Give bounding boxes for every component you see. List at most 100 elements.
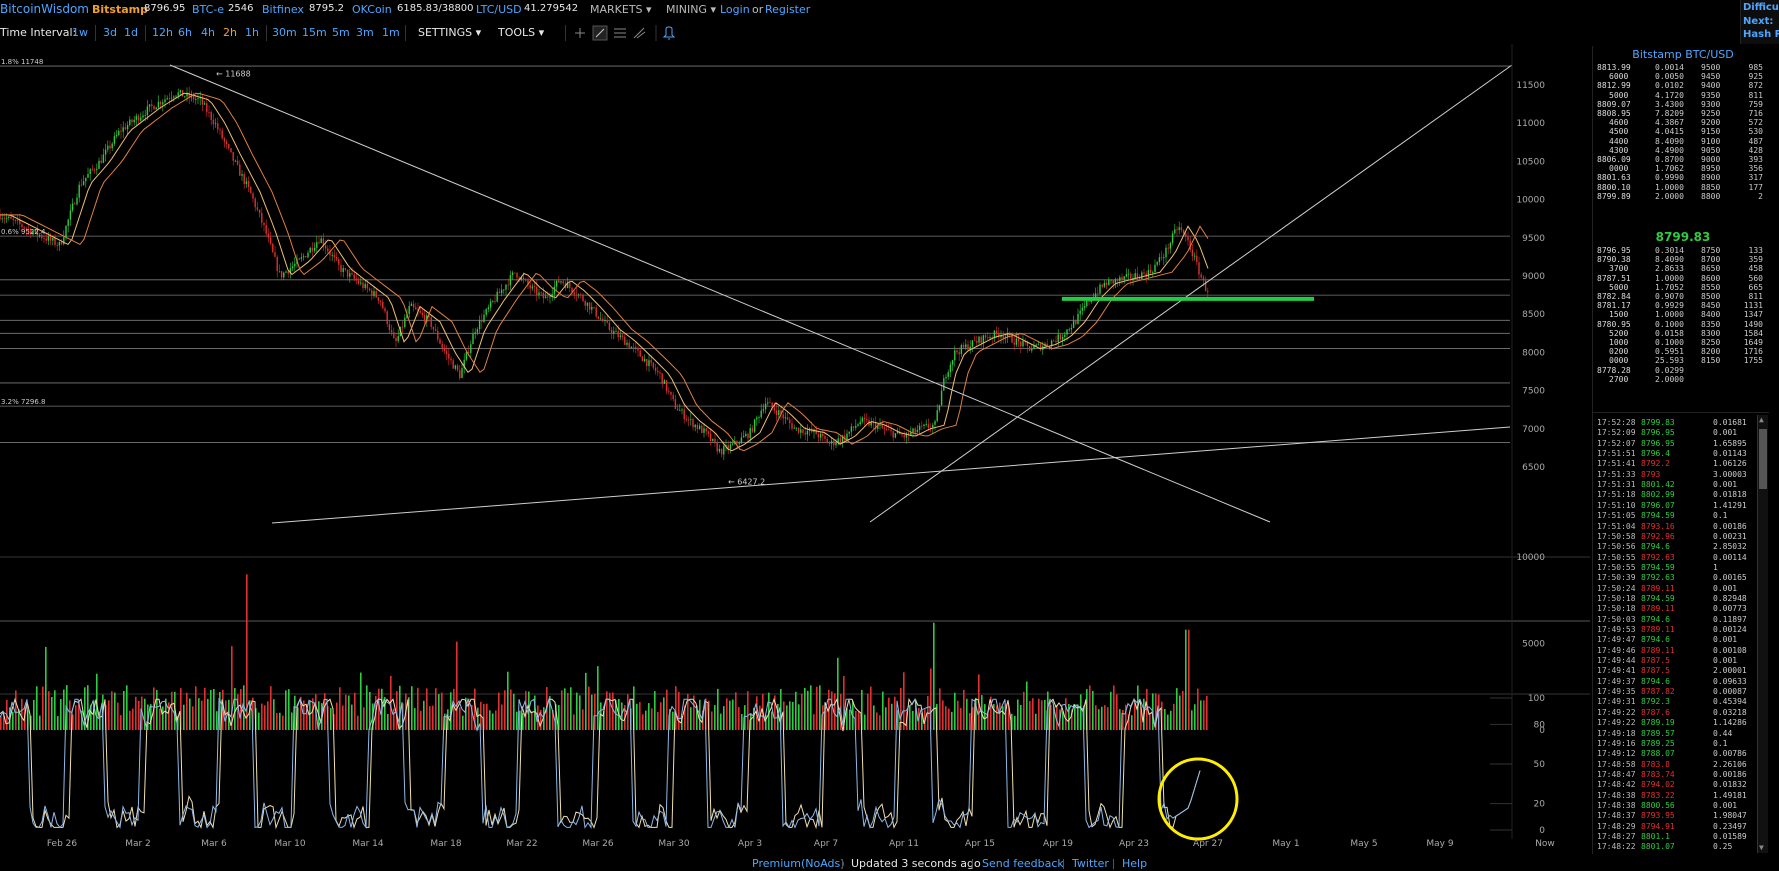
price-chart[interactable]: 1.8% 11748 0.6% 9522.4 3.2% 7296.8 ← 11688 ←…	[0, 44, 1590, 854]
interval-2h[interactable]: 2h	[223, 26, 237, 39]
candle-body	[676, 408, 679, 411]
premium-link[interactable]: Premium(NoAds)	[752, 857, 845, 870]
volume-bar	[45, 646, 47, 730]
volume-bar	[378, 688, 380, 730]
candle-body	[670, 391, 672, 395]
orderbook-cell: 0000	[1609, 164, 1629, 174]
candle-body	[982, 335, 985, 344]
ticker-btce-name[interactable]: BTC-e	[192, 3, 225, 16]
volume-bar	[972, 707, 974, 730]
candle-body	[388, 324, 391, 331]
volume-bar	[240, 688, 242, 730]
orderbook-cell: 8550	[1701, 282, 1721, 292]
brush-tool-icon[interactable]	[633, 27, 646, 39]
candle-body	[10, 216, 12, 219]
candle-body	[384, 308, 386, 312]
help-link[interactable]: Help	[1122, 857, 1148, 870]
candle-body	[725, 445, 727, 447]
orderbook-cell: 9350	[1701, 90, 1721, 100]
trades-scrollbar[interactable]: ▲ ▼	[1757, 415, 1768, 853]
candle-body	[437, 330, 439, 340]
volume-bar	[933, 622, 935, 730]
tools-menu[interactable]: TOOLS ▾	[498, 26, 544, 39]
candle-body	[373, 291, 375, 296]
volume-bar	[570, 687, 572, 730]
candle-body	[1187, 236, 1189, 241]
interval-4h[interactable]: 4h	[201, 26, 215, 39]
trade-cell: 8789.11	[1641, 604, 1675, 614]
orderbook-cell: 5000	[1609, 282, 1629, 292]
ticker-bitfinex-name[interactable]: Bitfinex	[262, 3, 304, 16]
candle-body	[289, 268, 292, 274]
markets-menu[interactable]: MARKETS ▾	[590, 3, 652, 16]
volume-bar	[966, 698, 968, 730]
orderbook-row: 8790.38 8.4090 8700 359	[1597, 255, 1767, 265]
interval-3d[interactable]: 3d	[103, 26, 117, 39]
twitter-link[interactable]: Twitter	[1072, 857, 1109, 870]
candle-body	[606, 320, 608, 323]
orderbook-row: 4300 4.4900 9050 428	[1597, 146, 1767, 156]
interval-12h[interactable]: 12h	[152, 26, 173, 39]
interval-5m[interactable]: 5m	[332, 26, 350, 39]
candle-body	[536, 286, 538, 295]
interval-1m[interactable]: 1m	[382, 26, 400, 39]
interval-1w[interactable]: 1w	[72, 26, 88, 39]
interval-30m[interactable]: 30m	[272, 26, 297, 39]
candle-body	[346, 269, 349, 277]
chart-toolbar: Time Interval: 1w 3d 1d 12h 6h 4h 2h 1h …	[0, 22, 1590, 44]
crosshair-icon[interactable]	[575, 28, 585, 38]
x-tick-label: Now	[1535, 839, 1555, 849]
candle-body	[131, 119, 133, 123]
trade-row: 17:49:22 8787.6 0.03218	[1597, 708, 1767, 718]
interval-1d[interactable]: 1d	[124, 26, 138, 39]
trade-row: 17:52:07 8796.95 1.65895	[1597, 439, 1767, 449]
volume-bar	[264, 705, 266, 730]
candle-body	[841, 435, 844, 442]
orderbook-cell: 0.9070	[1655, 292, 1684, 301]
orderbook-cell: 1000	[1609, 338, 1629, 347]
candle-body	[1064, 334, 1066, 337]
orderbook-cell: 8782.84	[1597, 292, 1631, 301]
candle-body	[98, 160, 100, 169]
candle-body	[1154, 264, 1156, 273]
volume-bar	[894, 696, 896, 730]
volume-bar	[1116, 694, 1118, 730]
alert-bell-icon[interactable]	[662, 26, 676, 40]
volume-bar	[171, 691, 173, 730]
candle-body	[179, 90, 182, 93]
fib-tool-icon[interactable]	[614, 28, 626, 38]
interval-1h[interactable]: 1h	[245, 26, 259, 39]
volume-bar	[867, 693, 869, 730]
feedback-link[interactable]: Send feedback	[982, 857, 1064, 870]
markets-label: MARKETS	[590, 3, 643, 16]
candle-body	[14, 220, 17, 221]
candle-body	[577, 294, 580, 296]
candle-body	[714, 438, 716, 443]
mining-menu[interactable]: MINING ▾	[666, 3, 716, 16]
candle-body	[626, 342, 628, 345]
scroll-down-icon[interactable]: ▼	[1759, 843, 1764, 852]
candle-body	[485, 309, 487, 315]
volume-bar	[138, 700, 140, 730]
site-logo[interactable]: BitcoinWisdom	[0, 2, 89, 16]
orderbook-cell: 9450	[1701, 72, 1721, 82]
settings-menu[interactable]: SETTINGS ▾	[418, 26, 481, 39]
trade-cell: 17:51:51	[1597, 449, 1636, 459]
ticker-ltc-name[interactable]: LTC/USD	[476, 3, 522, 16]
scrollbar-thumb[interactable]	[1759, 429, 1767, 489]
interval-15m[interactable]: 15m	[302, 26, 327, 39]
volume-bar	[225, 700, 227, 730]
trendline-tool-icon[interactable]	[592, 25, 608, 41]
register-link[interactable]: Register	[765, 3, 811, 16]
scroll-up-icon[interactable]: ▲	[1759, 415, 1764, 424]
ticker-okcoin-name[interactable]: OKCoin	[352, 3, 392, 16]
interval-6h[interactable]: 6h	[178, 26, 192, 39]
interval-3m[interactable]: 3m	[356, 26, 374, 39]
candle-body	[67, 219, 69, 226]
ticker-bitstamp-name[interactable]: Bitstamp	[92, 3, 148, 16]
stochastic-k-line	[0, 697, 1201, 830]
trade-cell: 8794.02	[1641, 780, 1675, 790]
trade-cell: 17:49:53	[1597, 625, 1636, 634]
trade-cell: 8796.07	[1641, 500, 1675, 510]
login-link[interactable]: Login	[720, 3, 750, 16]
